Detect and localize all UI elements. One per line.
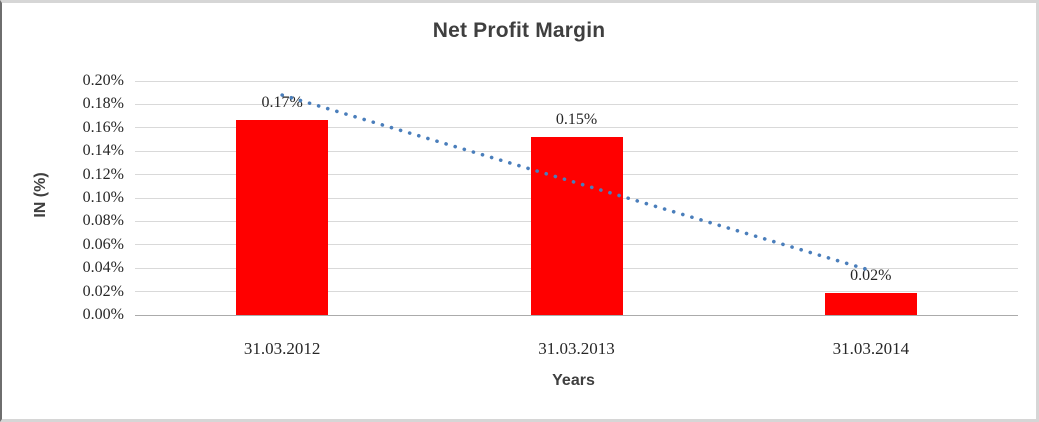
gridline [135,80,1018,82]
bar [236,119,329,315]
y-tick-label: 0.10% [82,189,124,206]
bar [530,137,623,315]
y-tick-label: 0.18% [82,95,124,113]
y-tick-label: 0.04% [82,259,124,277]
y-tick-label: 0.14% [82,142,124,160]
y-tick-label: 0.12% [82,165,124,183]
y-tick-label: 0.08% [82,212,124,230]
y-tick-label: 0.16% [82,118,124,136]
bar-data-label: 0.17% [261,93,303,111]
chart-title: Net Profit Margin [432,19,606,42]
x-axis-line [135,314,1018,316]
y-tick-label: 0.02% [82,282,124,300]
bar-data-label: 0.02% [850,266,892,284]
bar-data-label: 0.15% [555,111,598,129]
y-tick-label: 0.20% [82,72,124,89]
bar [824,292,917,315]
y-tick-label: 0.06% [82,235,124,253]
y-tick-label: 0.00% [82,306,124,323]
x-axis-title: Years [552,372,595,389]
x-category-label: 31.03.2014 [832,339,910,358]
x-category-label: 31.03.2013 [538,339,615,358]
x-category-label: 31.03.2012 [243,339,321,358]
